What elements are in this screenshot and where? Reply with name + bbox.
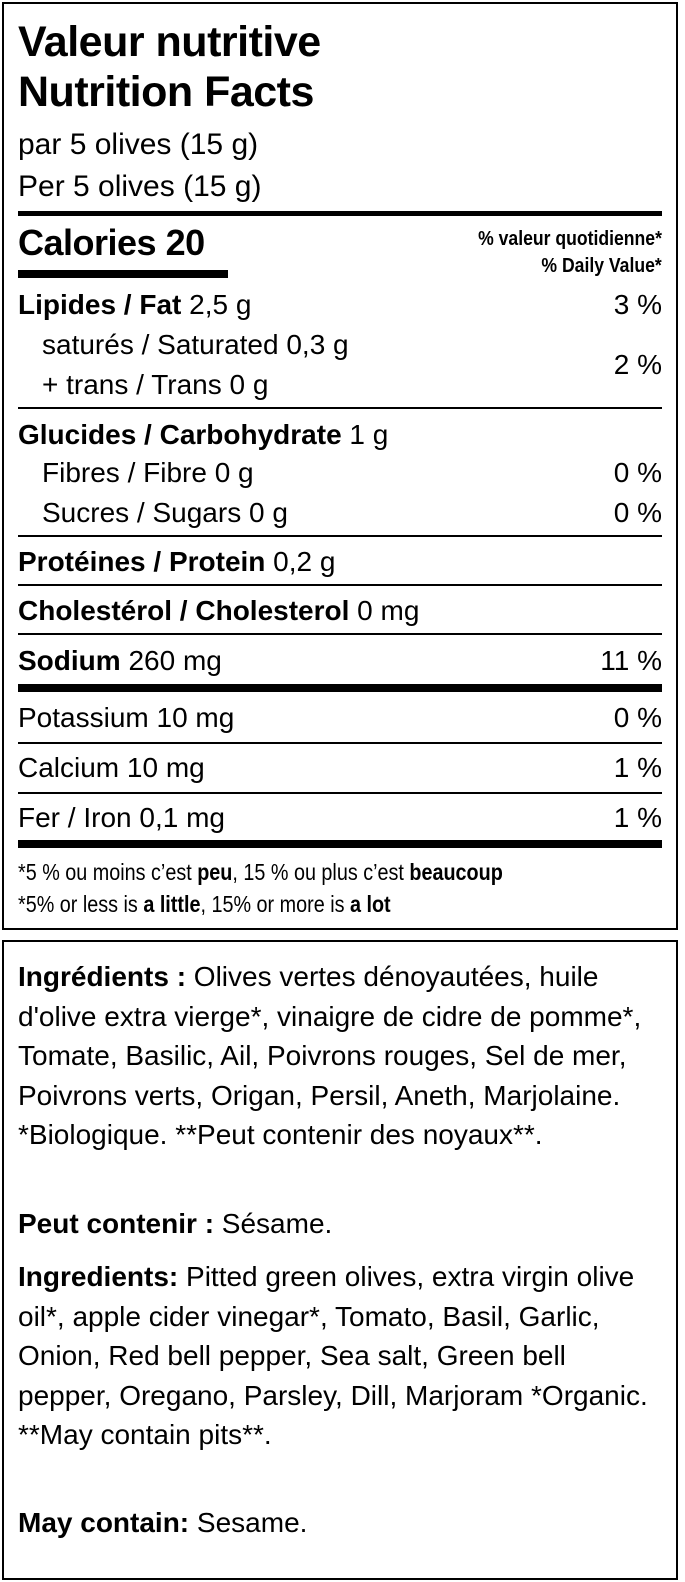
daily-value-header-en: % Daily Value* bbox=[541, 255, 662, 277]
iron-row: Fer / Iron 0,1 mg 1 % bbox=[18, 802, 662, 833]
nutrition-facts-table: Valeur nutritive Nutrition Facts par 5 o… bbox=[2, 2, 678, 930]
trans-row: + trans / Trans 0 g bbox=[42, 369, 269, 400]
divider bbox=[18, 407, 662, 409]
carbohydrate-row: Glucides / Carbohydrate 1 g bbox=[18, 419, 389, 450]
thick-divider bbox=[18, 684, 662, 692]
sodium-row: Sodium 260 mg 11 % bbox=[18, 645, 662, 676]
divider bbox=[18, 535, 662, 537]
may-contain-en: May contain: Sesame. bbox=[18, 1507, 308, 1538]
ingredients-fr: Ingrédients : Olives vertes dénoyautées,… bbox=[18, 961, 642, 1150]
ingredients-en: Ingredients: Pitted green olives, extra … bbox=[18, 1261, 648, 1450]
daily-value-header-fr: % valeur quotidienne* bbox=[478, 228, 662, 250]
serving-en: Per 5 olives (15 g) bbox=[18, 170, 262, 203]
cholesterol-row: Cholestérol / Cholesterol 0 mg bbox=[18, 595, 420, 626]
thick-divider bbox=[18, 840, 662, 848]
divider bbox=[18, 584, 662, 586]
ingredients-box: Ingrédients : Olives vertes dénoyautées,… bbox=[2, 940, 678, 1580]
divider bbox=[18, 792, 662, 794]
footnote-en: *5% or less is a little, 15% or more is … bbox=[18, 891, 391, 917]
title-fr: Valeur nutritive bbox=[18, 18, 321, 66]
divider bbox=[18, 633, 662, 635]
protein-row: Protéines / Protein 0,2 g bbox=[18, 546, 336, 577]
calories: Calories 20 bbox=[18, 222, 205, 263]
footnote-fr: *5 % ou moins c’est peu, 15 % ou plus c’… bbox=[18, 859, 503, 885]
saturated-row: saturés / Saturated 0,3 g bbox=[42, 329, 349, 360]
saturated-trans-dv: 2 % bbox=[613, 349, 662, 380]
calcium-row: Calcium 10 mg 1 % bbox=[18, 752, 662, 783]
thick-divider bbox=[18, 211, 662, 216]
title-en: Nutrition Facts bbox=[18, 68, 314, 116]
may-contain-fr: Peut contenir : Sésame. bbox=[18, 1208, 333, 1239]
calories-bar bbox=[18, 270, 228, 278]
potassium-row: Potassium 10 mg 0 % bbox=[18, 702, 662, 733]
divider bbox=[18, 742, 662, 744]
serving-fr: par 5 olives (15 g) bbox=[18, 128, 259, 161]
